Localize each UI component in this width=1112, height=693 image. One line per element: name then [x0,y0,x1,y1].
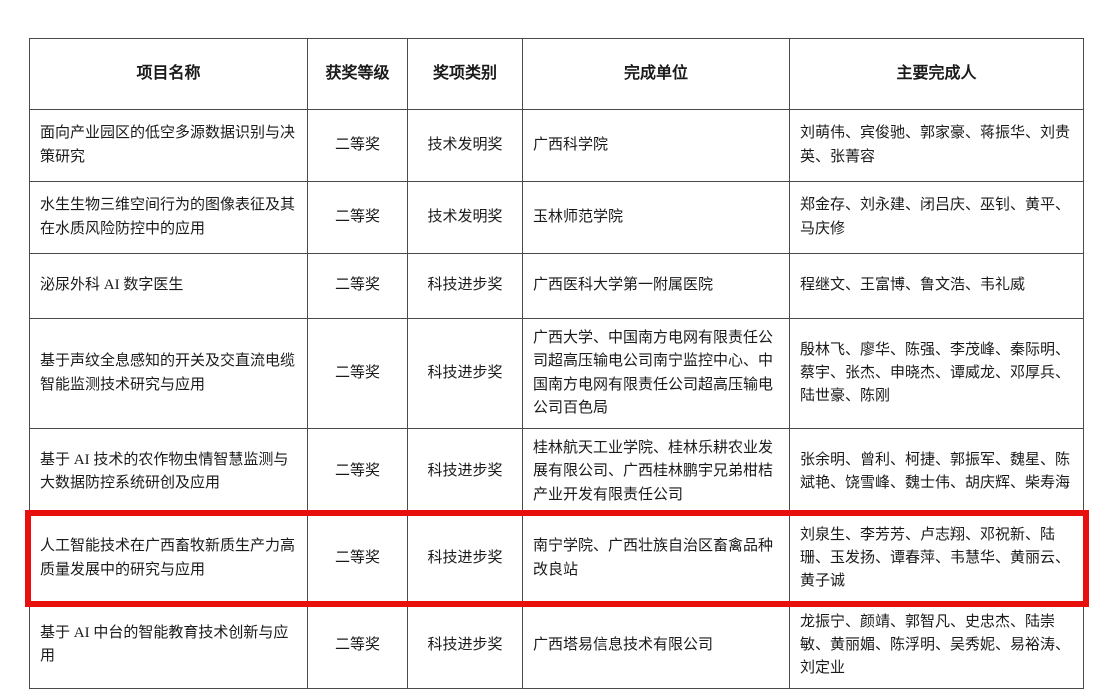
organizations-cell: 桂林航天工业学院、桂林乐耕农业发展有限公司、广西桂林鹏宇兄弟柑桔产业开发有限责任… [522,428,790,516]
table-row: 基于 AI 中台的智能教育技术创新与应用 二等奖 科技进步奖 广西塔易信息技术有… [29,601,1084,690]
table-row-highlighted: 人工智能技术在广西畜牧新质生产力高质量发展中的研究与应用 二等奖 科技进步奖 南… [24,510,1089,607]
table-row: 泌尿外科 AI 数字医生 二等奖 科技进步奖 广西医科大学第一附属医院 程继文、… [29,253,1084,319]
project-name-cell: 面向产业园区的低空多源数据识别与决策研究 [29,109,308,182]
organizations-cell: 广西科学院 [522,109,790,182]
award-category-cell: 科技进步奖 [407,253,523,319]
project-name-cell: 泌尿外科 AI 数字医生 [29,253,308,319]
contributors-cell: 刘泉生、李芳芳、卢志翔、邓祝新、陆珊、玉发扬、谭春萍、韦慧华、黄丽云、黄子诚 [789,514,1084,603]
contributors-cell: 殷林飞、廖华、陈强、李茂峰、秦际明、蔡宇、张杰、申晓杰、谭威龙、邓厚兵、陆世豪、… [789,318,1084,429]
award-level-cell: 二等奖 [307,318,408,429]
award-category-cell: 技术发明奖 [407,181,523,254]
award-category-cell: 技术发明奖 [407,109,523,182]
award-level-cell: 二等奖 [307,253,408,319]
award-level-cell: 二等奖 [307,109,408,182]
header-project: 项目名称 [29,38,308,110]
contributors-cell: 刘萌伟、宾俊驰、郭家豪、蒋振华、刘贵英、张菁容 [789,109,1084,182]
project-name-cell: 基于 AI 技术的农作物虫情智慧监测与大数据防控系统研创及应用 [29,428,308,516]
table-row: 面向产业园区的低空多源数据识别与决策研究 二等奖 技术发明奖 广西科学院 刘萌伟… [29,109,1084,182]
header-award-category: 奖项类别 [407,38,523,110]
organizations-cell: 南宁学院、广西壮族自治区畜禽品种改良站 [522,514,790,603]
table-row: 基于 AI 技术的农作物虫情智慧监测与大数据防控系统研创及应用 二等奖 科技进步… [29,428,1084,516]
contributors-cell: 张余明、曾利、柯捷、郭振军、魏星、陈斌艳、饶雪峰、魏士伟、胡庆辉、柴寿海 [789,428,1084,516]
award-level-cell: 二等奖 [307,514,408,603]
organizations-cell: 玉林师范学院 [522,181,790,254]
table-header: 项目名称 获奖等级 奖项类别 完成单位 主要完成人 [29,38,1084,110]
project-name-cell: 基于声纹全息感知的开关及交直流电缆智能监测技术研究与应用 [29,318,308,429]
awards-table: 项目名称 获奖等级 奖项类别 完成单位 主要完成人 面向产业园区的低空多源数据识… [24,38,1089,690]
contributors-cell: 程继文、王富博、鲁文浩、韦礼威 [789,253,1084,319]
organizations-cell: 广西大学、中国南方电网有限责任公司超高压输电公司南宁监控中心、中国南方电网有限责… [522,318,790,429]
project-name-cell: 水生生物三维空间行为的图像表征及其在水质风险防控中的应用 [29,181,308,254]
award-category-cell: 科技进步奖 [407,601,523,690]
contributors-cell: 郑金存、刘永建、闭吕庆、巫钊、黄平、马庆修 [789,181,1084,254]
award-category-cell: 科技进步奖 [407,318,523,429]
award-category-cell: 科技进步奖 [407,428,523,516]
header-contributors: 主要完成人 [789,38,1084,110]
project-name-cell: 基于 AI 中台的智能教育技术创新与应用 [29,601,308,690]
award-level-cell: 二等奖 [307,428,408,516]
organizations-cell: 广西塔易信息技术有限公司 [522,601,790,690]
table-body: 面向产业园区的低空多源数据识别与决策研究 二等奖 技术发明奖 广西科学院 刘萌伟… [24,109,1089,690]
organizations-cell: 广西医科大学第一附属医院 [522,253,790,319]
contributors-cell: 龙振宁、颜靖、郭智凡、史忠杰、陆崇敏、黄丽媚、陈浮明、吴秀妮、易裕涛、刘定业 [789,601,1084,690]
award-category-cell: 科技进步奖 [407,514,523,603]
award-level-cell: 二等奖 [307,601,408,690]
table-row: 基于声纹全息感知的开关及交直流电缆智能监测技术研究与应用 二等奖 科技进步奖 广… [29,318,1084,429]
table-row: 水生生物三维空间行为的图像表征及其在水质风险防控中的应用 二等奖 技术发明奖 玉… [29,181,1084,254]
award-level-cell: 二等奖 [307,181,408,254]
project-name-cell: 人工智能技术在广西畜牧新质生产力高质量发展中的研究与应用 [29,514,308,603]
header-organizations: 完成单位 [522,38,790,110]
header-award-level: 获奖等级 [307,38,408,110]
header-row: 项目名称 获奖等级 奖项类别 完成单位 主要完成人 [29,38,1084,110]
